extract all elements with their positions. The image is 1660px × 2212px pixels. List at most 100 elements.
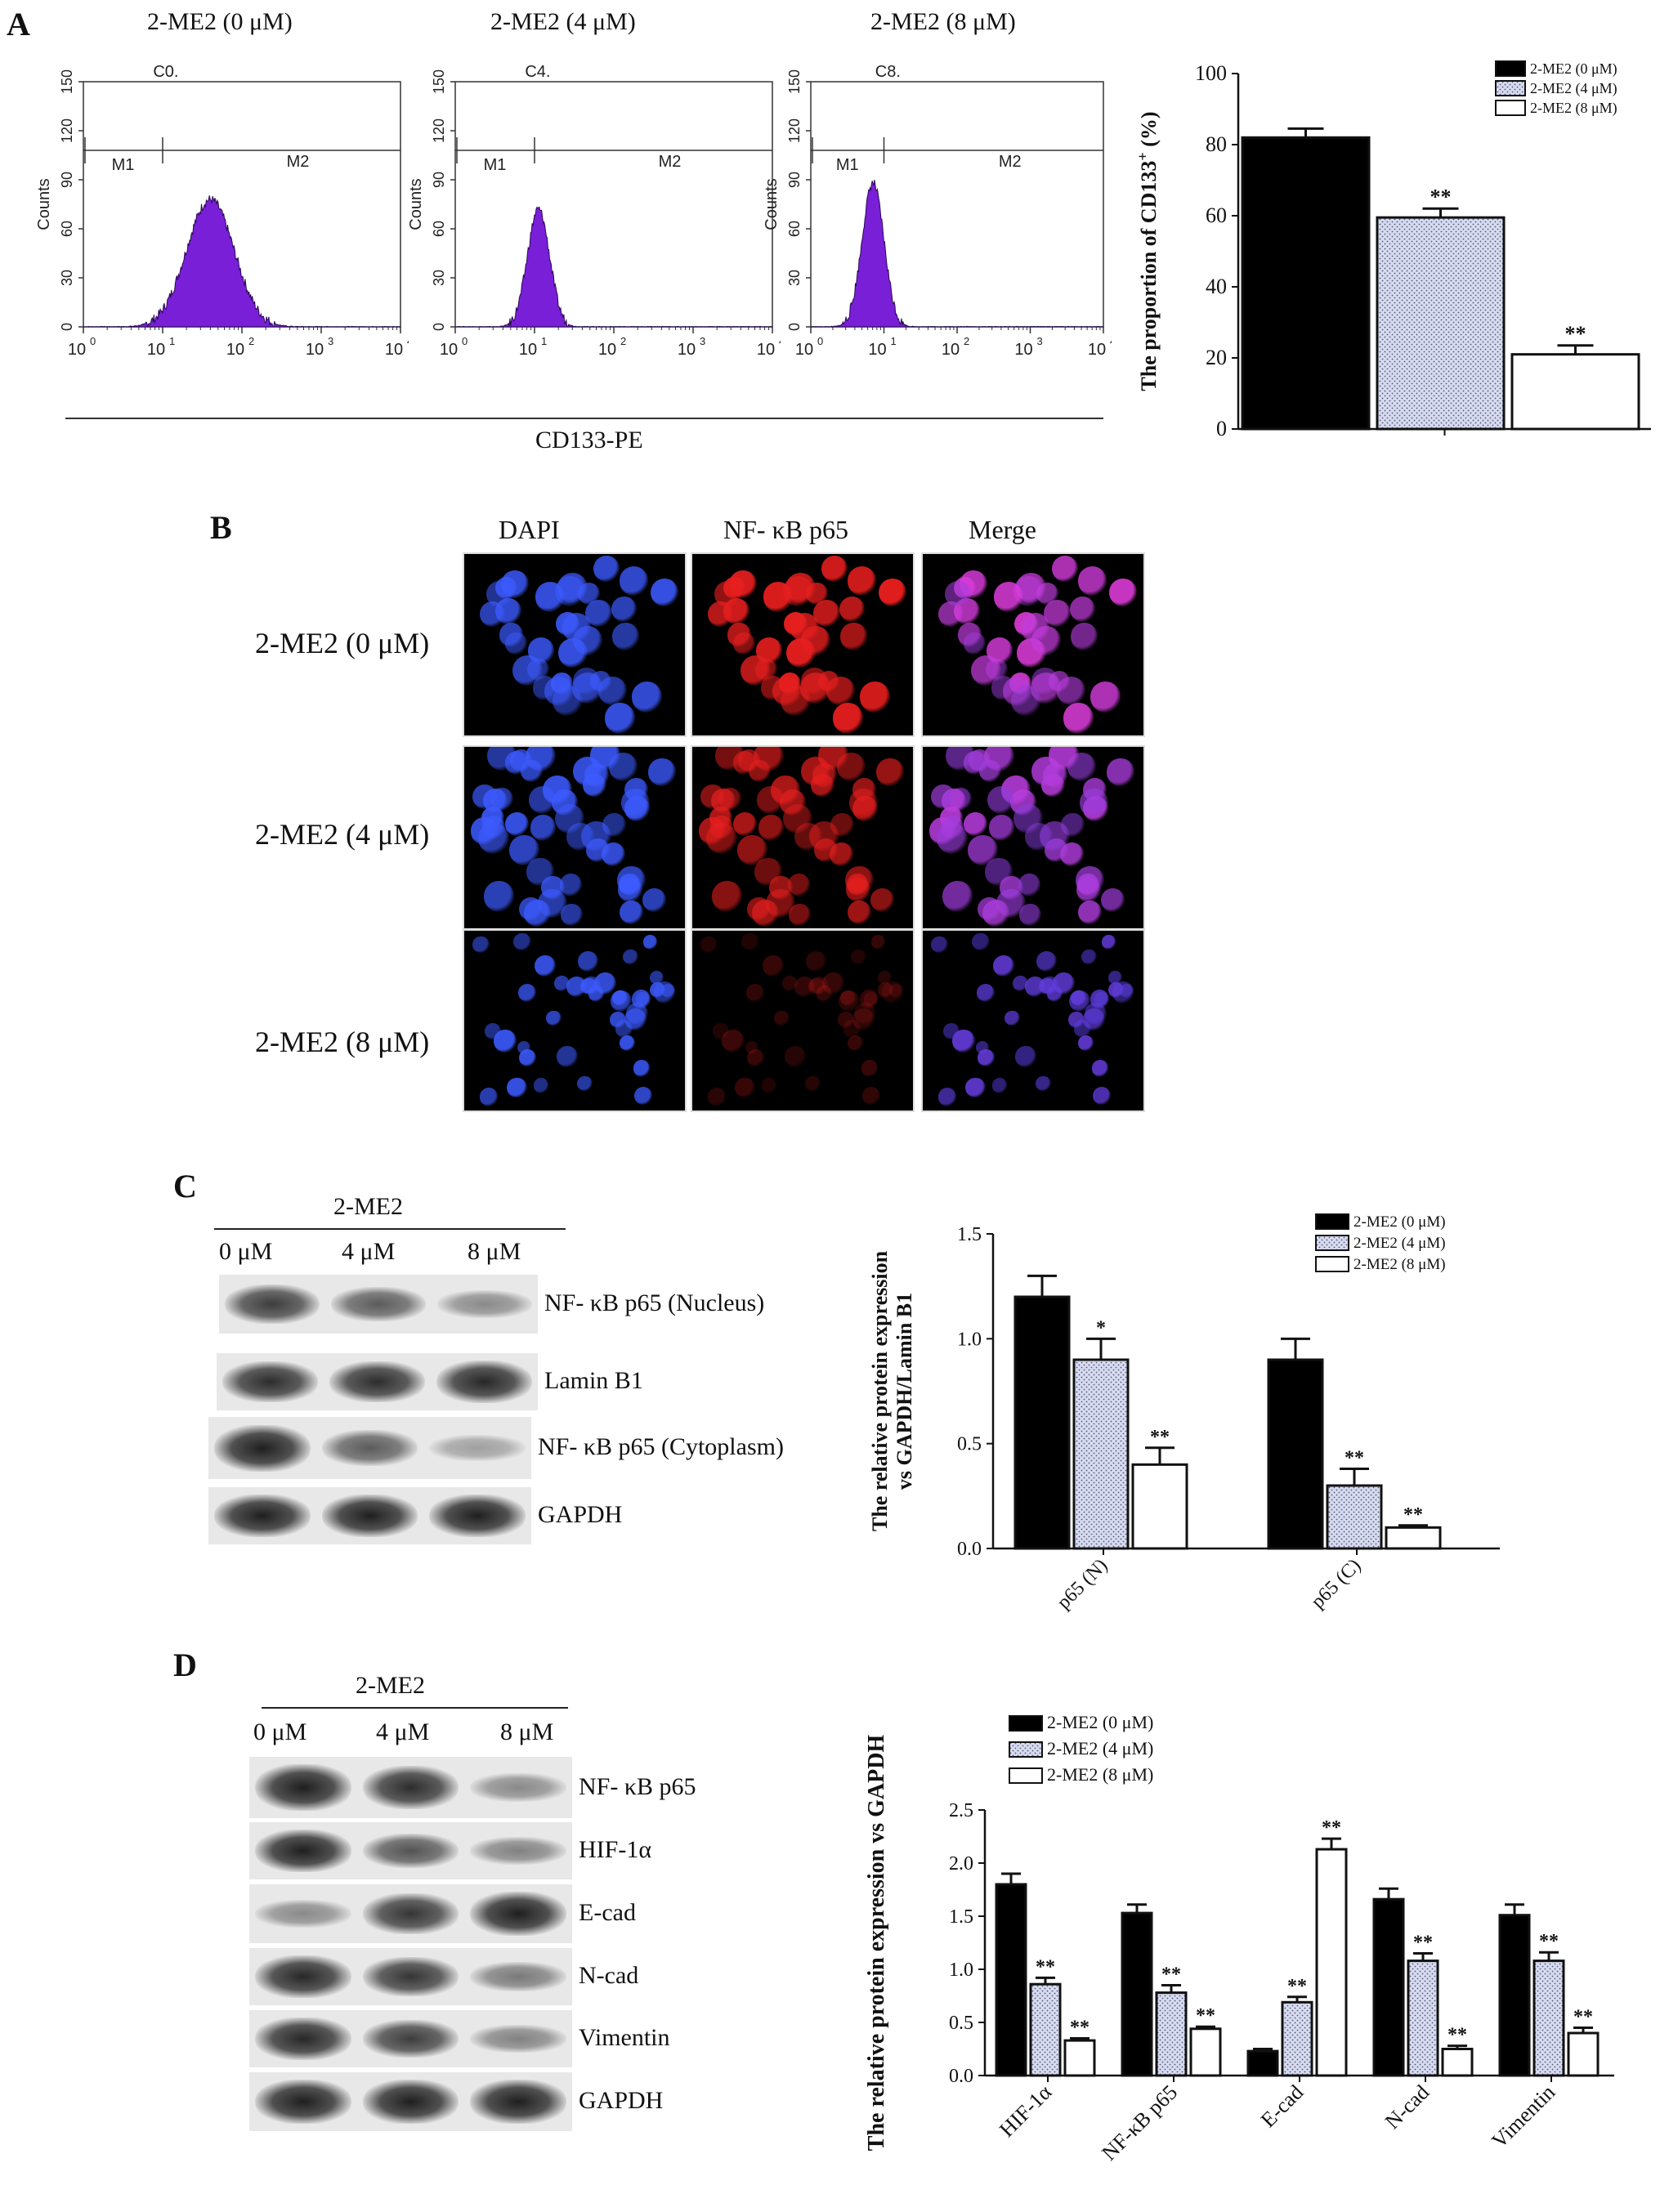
cell-nucleus xyxy=(937,1088,957,1106)
bar-2-1 xyxy=(1385,1526,1442,1550)
condition-title-0: 2-ME2 (0 μM) xyxy=(147,8,293,35)
cell-nucleus xyxy=(483,881,515,913)
cell-nucleus xyxy=(1036,582,1058,606)
legend-swatch xyxy=(1009,1767,1043,1784)
panel-letter-b: B xyxy=(210,509,232,546)
column-label-merge: Merge xyxy=(969,515,1036,544)
blot-strip-5 xyxy=(249,2072,572,2131)
cell-nucleus xyxy=(512,655,544,686)
legend-label: 2-ME2 (4 μM) xyxy=(1530,80,1617,97)
blot-band xyxy=(255,2080,351,2124)
row-label-8: 2-ME2 (8 μM) xyxy=(255,1026,430,1058)
significance-label: ** xyxy=(1322,1817,1341,1839)
histogram-title: C0. xyxy=(153,63,178,81)
x-tick-label: 10 xyxy=(598,341,616,359)
x-tick-label: 10 xyxy=(1088,341,1106,359)
cell-nucleus xyxy=(545,1010,562,1026)
cell-nucleus xyxy=(859,990,879,1010)
cell-nucleus xyxy=(821,555,848,583)
cell-nucleus xyxy=(878,971,893,985)
bar-0-2 xyxy=(1246,2049,1279,2077)
blot-band xyxy=(362,2019,459,2058)
cell-nucleus xyxy=(747,1049,764,1066)
cell-nucleus xyxy=(964,632,986,655)
cell-nucleus xyxy=(970,655,1002,686)
cell-nucleus xyxy=(648,758,676,786)
y-tick-label: 60 xyxy=(1206,203,1227,227)
blot-strip-2 xyxy=(208,1417,531,1479)
cell-nucleus xyxy=(559,874,583,897)
cell-nucleus xyxy=(1004,1010,1020,1026)
legend-swatch xyxy=(1315,1213,1349,1230)
cell-nucleus xyxy=(642,888,666,913)
cell-nucleus xyxy=(756,785,785,814)
significance-label: ** xyxy=(1070,2018,1090,2039)
blot-label-0: NF- κB p65 (Nucleus) xyxy=(544,1289,765,1316)
cell-nucleus xyxy=(794,976,816,998)
x-tick-exponent: 1 xyxy=(891,335,897,347)
blot-strip-3 xyxy=(249,1948,572,2005)
y-tick-label: 1.0 xyxy=(949,1960,973,1981)
y-tick-label: 0.0 xyxy=(949,2066,973,2087)
bar-chart-p65: 0.0 0.5 1.0 1.5 The relative protein express… xyxy=(868,1213,1500,1614)
significance-label: ** xyxy=(1447,2025,1467,2046)
y-tick-label: 0 xyxy=(786,323,803,331)
row-label-4: 2-ME2 (4 μM) xyxy=(255,818,430,851)
blot-strip-1 xyxy=(217,1353,538,1410)
cell-nucleus xyxy=(633,1086,653,1106)
cell-nucleus xyxy=(579,977,597,995)
x-tick-label: 10 xyxy=(440,341,458,359)
cell-nucleus xyxy=(1063,703,1094,735)
histogram-peak xyxy=(455,206,773,328)
bar-2-3 xyxy=(1441,2048,1474,2077)
x-tick-exponent: 4 xyxy=(779,335,781,347)
cell-nucleus xyxy=(758,815,784,841)
cell-nucleus xyxy=(1100,888,1125,913)
flow-histogram-4: C4. 0 30 60 90 120 150 Counts 10 0 10 1 10 2 10 3 10 4 M1 M… xyxy=(407,63,781,359)
blot-label-3: N-cad xyxy=(579,1962,639,1989)
cell-nucleus xyxy=(930,784,956,810)
legend-swatch xyxy=(1495,80,1526,96)
cell-nucleus xyxy=(611,596,637,622)
y-axis-label-line2: vs GAPDH/Lamin B1 xyxy=(893,1293,916,1490)
blot-band xyxy=(214,1494,311,1538)
cell-nucleus xyxy=(732,751,757,775)
blot-band xyxy=(470,2024,566,2053)
bar-1-4 xyxy=(1532,1960,1565,2077)
blot-band xyxy=(362,1833,459,1869)
cell-nucleus xyxy=(1049,747,1079,771)
cell-nucleus xyxy=(852,1008,875,1031)
y-tick-label: 120 xyxy=(786,118,803,143)
cell-nucleus xyxy=(619,566,649,596)
significance-label: * xyxy=(1096,1317,1106,1338)
cell-nucleus xyxy=(1069,596,1095,622)
cell-nucleus xyxy=(1019,904,1042,927)
cell-nucleus xyxy=(621,789,650,817)
lane-label-d-0: 0 μM xyxy=(253,1718,307,1745)
blot-label-0: NF- κB p65 xyxy=(579,1772,696,1800)
blot-band xyxy=(470,1962,566,1991)
blot-band xyxy=(255,1829,351,1873)
y-tick-label: 150 xyxy=(786,69,803,94)
cell-nucleus xyxy=(519,1049,536,1066)
cell-nucleus xyxy=(876,758,904,786)
cell-nucleus xyxy=(577,582,600,606)
cell-nucleus xyxy=(1080,789,1108,817)
x-tick-label: 10 xyxy=(795,341,813,359)
cell-nucleus xyxy=(631,681,663,713)
cell-nucleus xyxy=(787,874,811,897)
cell-nucleus xyxy=(557,1046,578,1067)
legend-swatch xyxy=(1495,60,1526,77)
y-tick-label: 120 xyxy=(431,118,447,143)
cell-nucleus xyxy=(589,670,612,693)
cell-nucleus xyxy=(1082,1008,1106,1031)
bar-1-0 xyxy=(1072,1358,1130,1550)
x-tick-label: 10 xyxy=(68,341,86,359)
y-tick-label: 60 xyxy=(431,221,447,237)
blot-band xyxy=(362,1765,459,1810)
bar-chart-cd133: 0 20 40 60 80 100 The proportion of CD133+ (%)… xyxy=(1136,60,1651,440)
cell-nucleus xyxy=(554,976,570,991)
histogram-title: C8. xyxy=(875,63,901,81)
cell-nucleus xyxy=(507,1077,527,1098)
cell-nucleus xyxy=(1092,1086,1112,1106)
